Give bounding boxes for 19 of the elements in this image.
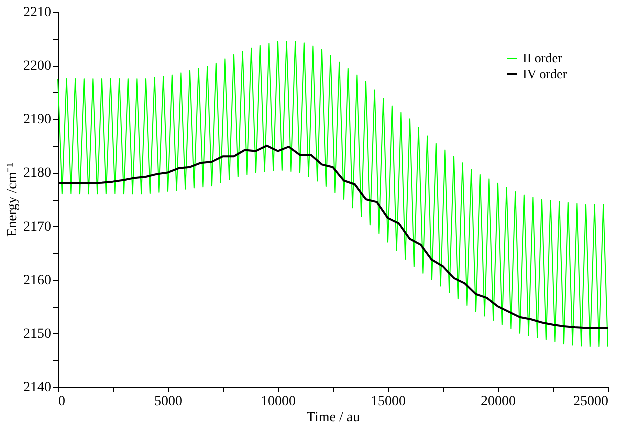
y-tick-label: 2180 — [24, 166, 52, 182]
y-axis-title: Energy /cm⁻¹ — [6, 163, 20, 237]
y-tick-label: 2170 — [24, 220, 52, 235]
x-tick-label: 15000 — [371, 394, 406, 410]
y-tick-label: 2190 — [24, 112, 52, 128]
x-tick-label: 10000 — [261, 394, 296, 410]
line-series — [58, 40, 608, 348]
x-tick-label: 25000 — [574, 394, 608, 410]
x-tick-label: 20000 — [481, 394, 516, 410]
x-tick-label: 0 — [58, 394, 66, 410]
y-tick-label: 2210 — [24, 6, 52, 20]
x-axis-title: Time / au — [306, 410, 360, 426]
y-tick-label: 2200 — [24, 59, 52, 74]
x-tick-label: 5000 — [154, 394, 182, 410]
y-tick-label: 2140 — [24, 380, 52, 396]
legend-label: IV order — [523, 66, 568, 82]
legend-label: II order — [523, 50, 564, 66]
y-tick-label: 2160 — [24, 273, 52, 288]
y-tick-label: 2150 — [24, 326, 52, 342]
